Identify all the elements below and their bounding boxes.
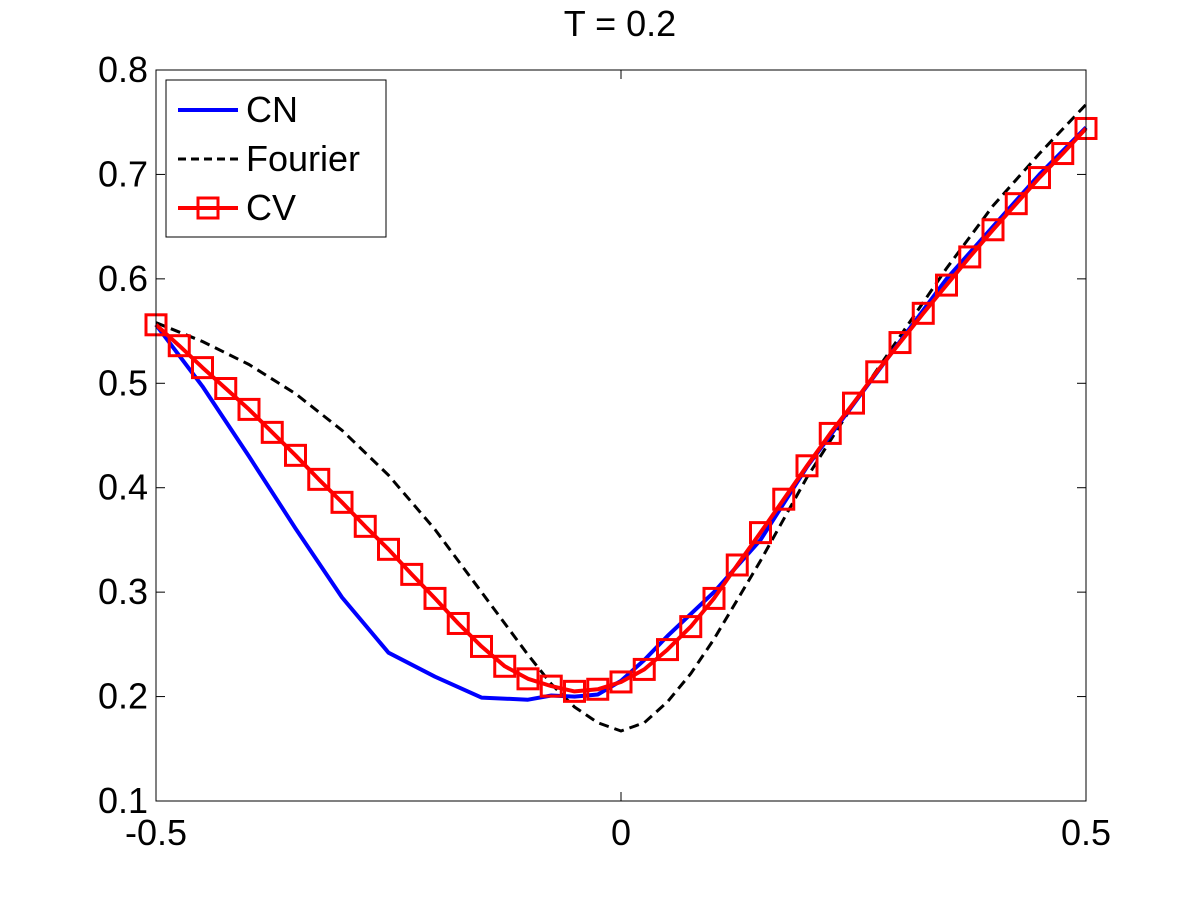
legend-label-cn: CN [246,89,298,130]
x-tick-label: -0.5 [125,812,187,853]
y-tick-label: 0.7 [98,153,148,194]
x-tick-label: 0 [611,812,631,853]
data-point-marker [237,397,261,421]
y-tick-label: 0.1 [98,780,148,821]
data-point-marker [1028,166,1051,190]
legend: CN Fourier CV [165,79,387,238]
data-point-marker [935,273,958,297]
chart-title: T = 0.2 [564,3,676,44]
legend-label-fourier: Fourier [246,138,360,179]
data-point-marker [865,360,889,384]
x-tick-label: 0.5 [1061,812,1111,853]
series-cv [144,116,1098,703]
legend-box [165,79,387,238]
data-point-marker [330,490,354,514]
series-fourier [155,103,1088,733]
data-point-marker [958,245,982,269]
data-point-marker [470,634,493,658]
y-tick-label: 0.8 [98,49,148,90]
data-point-marker [493,654,517,678]
data-point-marker [632,657,656,681]
legend-marker [196,196,220,220]
data-point-marker [981,218,1005,242]
series-line-fourier [155,103,1088,733]
data-point-marker [818,421,842,445]
data-point-marker [656,638,679,662]
data-point-marker [446,611,470,635]
data-point-marker [586,677,610,701]
legend-label-cv: CV [246,187,296,228]
data-point-marker [307,467,331,491]
data-point-marker [516,667,540,691]
data-point-marker [214,377,238,401]
data-point-marker [795,454,819,478]
data-point-marker [1051,142,1075,166]
data-point-marker [1004,192,1028,216]
y-tick-label: 0.2 [98,676,148,717]
y-tick-label: 0.5 [98,362,148,403]
data-point-marker [749,521,772,545]
data-point-marker [772,487,796,511]
data-point-marker [167,334,191,358]
data-point-marker [260,420,284,444]
data-point-marker [842,391,865,415]
data-point-marker [191,356,214,380]
y-tick-label: 0.3 [98,571,148,612]
y-tick-label: 0.6 [98,258,148,299]
data-point-marker [679,615,703,639]
data-point-marker [400,562,424,586]
y-tick-label: 0.4 [98,467,148,508]
data-point-marker [377,537,400,561]
data-point-marker [609,670,633,694]
data-point-marker [888,331,912,355]
data-point-marker [911,301,935,325]
data-point-marker [725,553,749,577]
data-point-marker [702,586,726,610]
data-point-marker [539,674,563,698]
data-point-marker [353,514,377,538]
data-point-marker [423,586,447,610]
data-point-marker [284,443,307,467]
data-point-marker [563,679,586,703]
